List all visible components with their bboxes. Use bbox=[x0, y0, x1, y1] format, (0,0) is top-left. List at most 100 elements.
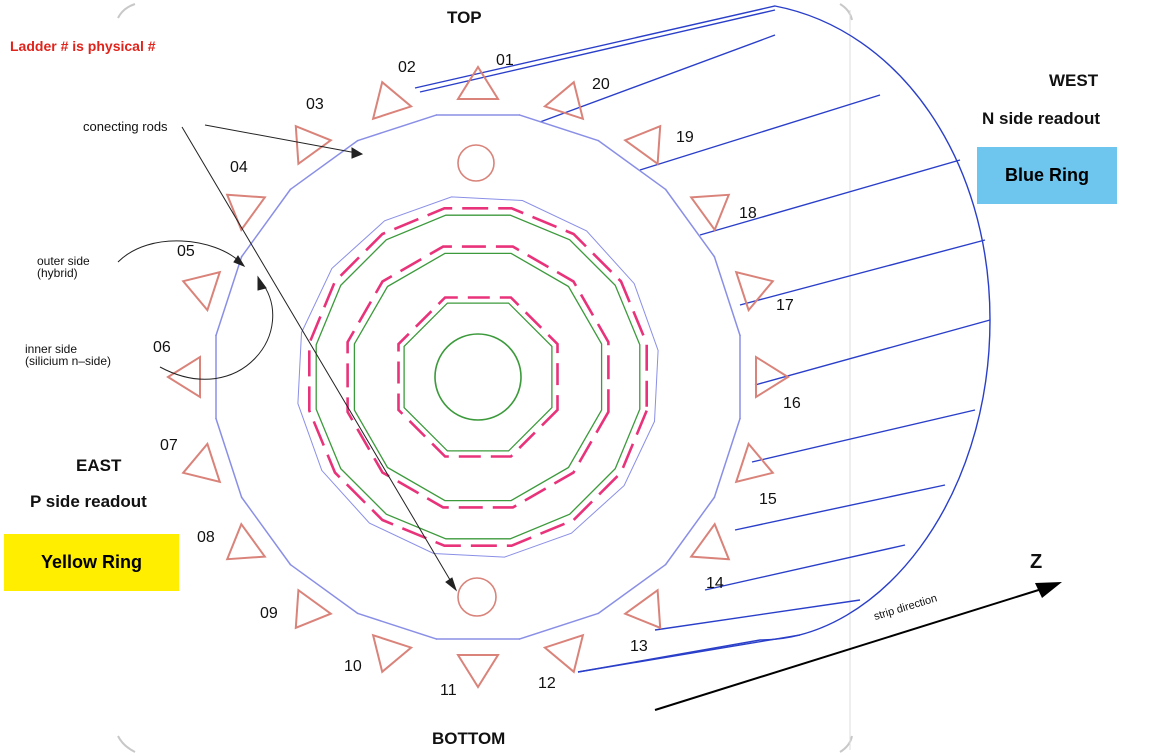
strip-line bbox=[419, 9, 776, 93]
ladder-number: 05 bbox=[177, 243, 195, 260]
ladder-number: 09 bbox=[260, 605, 278, 622]
ladder-sensor bbox=[597, 139, 667, 191]
ladder-number: 02 bbox=[398, 59, 416, 76]
frame-arc-bottom-right bbox=[839, 735, 853, 753]
annotation-pointers bbox=[117, 124, 458, 592]
detector-layer-polygon bbox=[353, 252, 603, 502]
yellow-ring-label: Yellow Ring bbox=[40, 552, 142, 572]
strip-line bbox=[639, 94, 881, 171]
connecting-rods-label: conecting rods bbox=[83, 119, 168, 134]
ladder-sensor bbox=[215, 255, 243, 337]
detector-layer-polygon bbox=[297, 196, 659, 558]
ladder-number: 17 bbox=[776, 297, 794, 314]
ladder-ring bbox=[166, 65, 790, 689]
ladder-sensor bbox=[518, 114, 600, 142]
top-label: TOP bbox=[447, 8, 482, 27]
inner-side-label: inner side (silicium n–side) bbox=[25, 343, 111, 367]
strip-line bbox=[577, 634, 801, 673]
strip-line bbox=[539, 34, 776, 123]
ladder-number-note: Ladder # is physical # bbox=[10, 38, 156, 54]
strip-line bbox=[739, 239, 986, 306]
ladder-marker-triangle bbox=[689, 193, 731, 232]
ladder-sensor bbox=[240, 188, 292, 258]
ladder-marker-triangle bbox=[542, 633, 585, 674]
outer-side-line2: (hybrid) bbox=[37, 266, 78, 280]
ladder-marker-triangle bbox=[181, 270, 222, 313]
ladder-marker-triangle bbox=[456, 65, 500, 100]
ladder-marker-triangle bbox=[689, 522, 731, 561]
strip-line bbox=[654, 599, 861, 631]
east-label: EAST bbox=[76, 456, 122, 475]
ladder-number: 14 bbox=[706, 575, 724, 592]
ladder-number: 16 bbox=[783, 395, 801, 412]
ladder-number: 11 bbox=[440, 682, 457, 699]
ladder-sensor bbox=[664, 188, 716, 258]
ladder-marker-triangle bbox=[623, 588, 662, 630]
inner-detector-layers bbox=[297, 196, 659, 558]
strip-direction-arrowhead bbox=[1035, 582, 1062, 598]
p-side-readout-label: P side readout bbox=[30, 492, 147, 511]
ladder-marker-triangle bbox=[181, 441, 222, 484]
ladder-number: 07 bbox=[160, 437, 178, 454]
ladder-marker-triangle bbox=[371, 80, 414, 121]
connecting-rod-top bbox=[457, 144, 495, 182]
detector-layer-polygon bbox=[403, 302, 553, 452]
strip-lines bbox=[419, 9, 991, 673]
ladder-marker-triangle bbox=[755, 355, 790, 399]
ladder-marker-triangle bbox=[166, 355, 201, 399]
ladder-sensor bbox=[664, 496, 716, 566]
outer-side-pointer bbox=[117, 240, 241, 263]
ladder-marker-triangle bbox=[734, 441, 775, 484]
n-side-readout-label: N side readout bbox=[982, 109, 1101, 128]
rods-pointer-bottom bbox=[181, 126, 457, 591]
connecting-rod-bottom bbox=[457, 577, 497, 617]
ladder-marker-triangle bbox=[456, 654, 500, 689]
ladder-sensor bbox=[356, 114, 438, 142]
ladder-number: 01 bbox=[496, 52, 514, 69]
ladder-number: 13 bbox=[630, 638, 648, 655]
outer-side-label: outer side (hybrid) bbox=[37, 255, 90, 279]
inner-side-line1: inner side bbox=[25, 342, 78, 356]
ladder-number: 15 bbox=[759, 491, 777, 508]
ladder-marker-triangle bbox=[734, 270, 775, 313]
ladder-marker-triangle bbox=[225, 522, 267, 561]
west-label: WEST bbox=[1049, 71, 1099, 90]
strip-direction-arrow bbox=[654, 587, 1046, 711]
ladder-marker-triangle bbox=[225, 193, 267, 232]
frame-arc-top-left bbox=[117, 3, 136, 19]
blue-ring-badge: Blue Ring bbox=[977, 147, 1117, 204]
ladder-number: 06 bbox=[153, 339, 171, 356]
strip-line bbox=[751, 409, 976, 463]
ladder-number: 19 bbox=[676, 129, 694, 146]
strip-line bbox=[734, 484, 946, 531]
cylinder-outline bbox=[414, 5, 991, 673]
detector-layer-polygon bbox=[315, 214, 641, 540]
inner-side-pointer bbox=[159, 279, 273, 380]
strip-line bbox=[699, 159, 961, 236]
ladder-number: 03 bbox=[306, 96, 324, 113]
ladder-sensor bbox=[713, 417, 741, 499]
detector-layer-polygon bbox=[397, 296, 559, 458]
rods-arrowhead-bottom bbox=[445, 577, 458, 592]
bottom-label: BOTTOM bbox=[432, 729, 506, 748]
strip-line bbox=[704, 544, 906, 591]
yellow-ring-badge: Yellow Ring bbox=[4, 534, 179, 591]
outer-side-arrowhead bbox=[233, 255, 246, 268]
ladder-marker-triangle bbox=[542, 80, 585, 121]
ladder-sensor bbox=[597, 563, 667, 615]
ladder-number: 20 bbox=[592, 76, 610, 93]
ladder-marker-triangle bbox=[623, 124, 662, 166]
blue-ring-label: Blue Ring bbox=[1005, 165, 1089, 185]
z-axis-label: Z bbox=[1030, 551, 1043, 573]
outer-side-line1: outer side bbox=[37, 254, 90, 268]
ladder-number: 10 bbox=[344, 658, 362, 675]
rods-arrowhead-top bbox=[351, 147, 364, 159]
ladder-sensor bbox=[518, 612, 600, 640]
ladder-marker-triangle bbox=[294, 588, 333, 630]
ladder-marker-triangle bbox=[294, 124, 333, 166]
strip-line bbox=[754, 319, 991, 386]
ladder-sensor bbox=[713, 255, 741, 337]
ladder-sensor bbox=[240, 496, 292, 566]
inner-side-arrowhead bbox=[257, 275, 267, 291]
